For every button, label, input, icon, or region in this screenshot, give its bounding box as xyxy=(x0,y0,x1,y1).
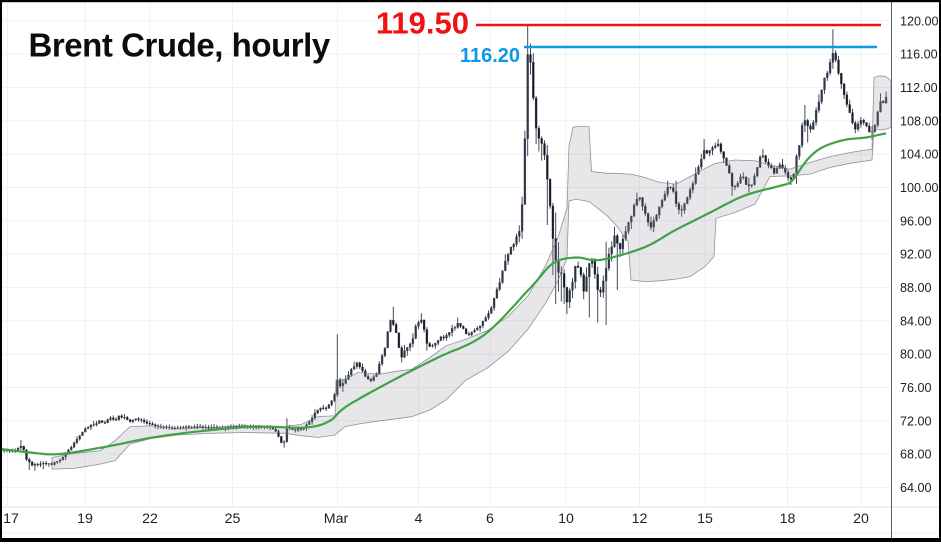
svg-text:19: 19 xyxy=(77,511,93,527)
svg-text:120.00: 120.00 xyxy=(900,14,939,28)
svg-text:104.00: 104.00 xyxy=(900,148,939,162)
svg-text:88.00: 88.00 xyxy=(900,281,932,295)
svg-text:80.00: 80.00 xyxy=(900,348,932,362)
svg-text:4: 4 xyxy=(415,511,423,527)
svg-text:116.20: 116.20 xyxy=(460,45,520,67)
svg-text:72.00: 72.00 xyxy=(900,414,932,428)
svg-text:25: 25 xyxy=(225,511,241,527)
svg-text:15: 15 xyxy=(697,511,713,527)
svg-text:100.00: 100.00 xyxy=(900,181,939,195)
svg-text:18: 18 xyxy=(780,511,796,527)
svg-text:10: 10 xyxy=(558,511,574,527)
svg-text:112.00: 112.00 xyxy=(900,81,938,95)
svg-text:22: 22 xyxy=(142,511,158,527)
svg-text:Brent Crude, hourly: Brent Crude, hourly xyxy=(29,27,331,64)
svg-text:17: 17 xyxy=(3,511,19,527)
svg-text:20: 20 xyxy=(853,511,869,527)
svg-text:84.00: 84.00 xyxy=(900,314,932,328)
svg-text:108.00: 108.00 xyxy=(900,114,939,128)
svg-text:12: 12 xyxy=(632,511,648,527)
svg-text:119.50: 119.50 xyxy=(376,6,469,41)
svg-text:64.00: 64.00 xyxy=(900,481,932,495)
svg-text:92.00: 92.00 xyxy=(900,248,932,262)
svg-text:96.00: 96.00 xyxy=(900,214,932,228)
svg-text:76.00: 76.00 xyxy=(900,381,932,395)
svg-text:Mar: Mar xyxy=(324,511,349,527)
svg-text:6: 6 xyxy=(486,511,494,527)
svg-text:68.00: 68.00 xyxy=(900,448,932,462)
svg-text:116.00: 116.00 xyxy=(900,48,938,62)
